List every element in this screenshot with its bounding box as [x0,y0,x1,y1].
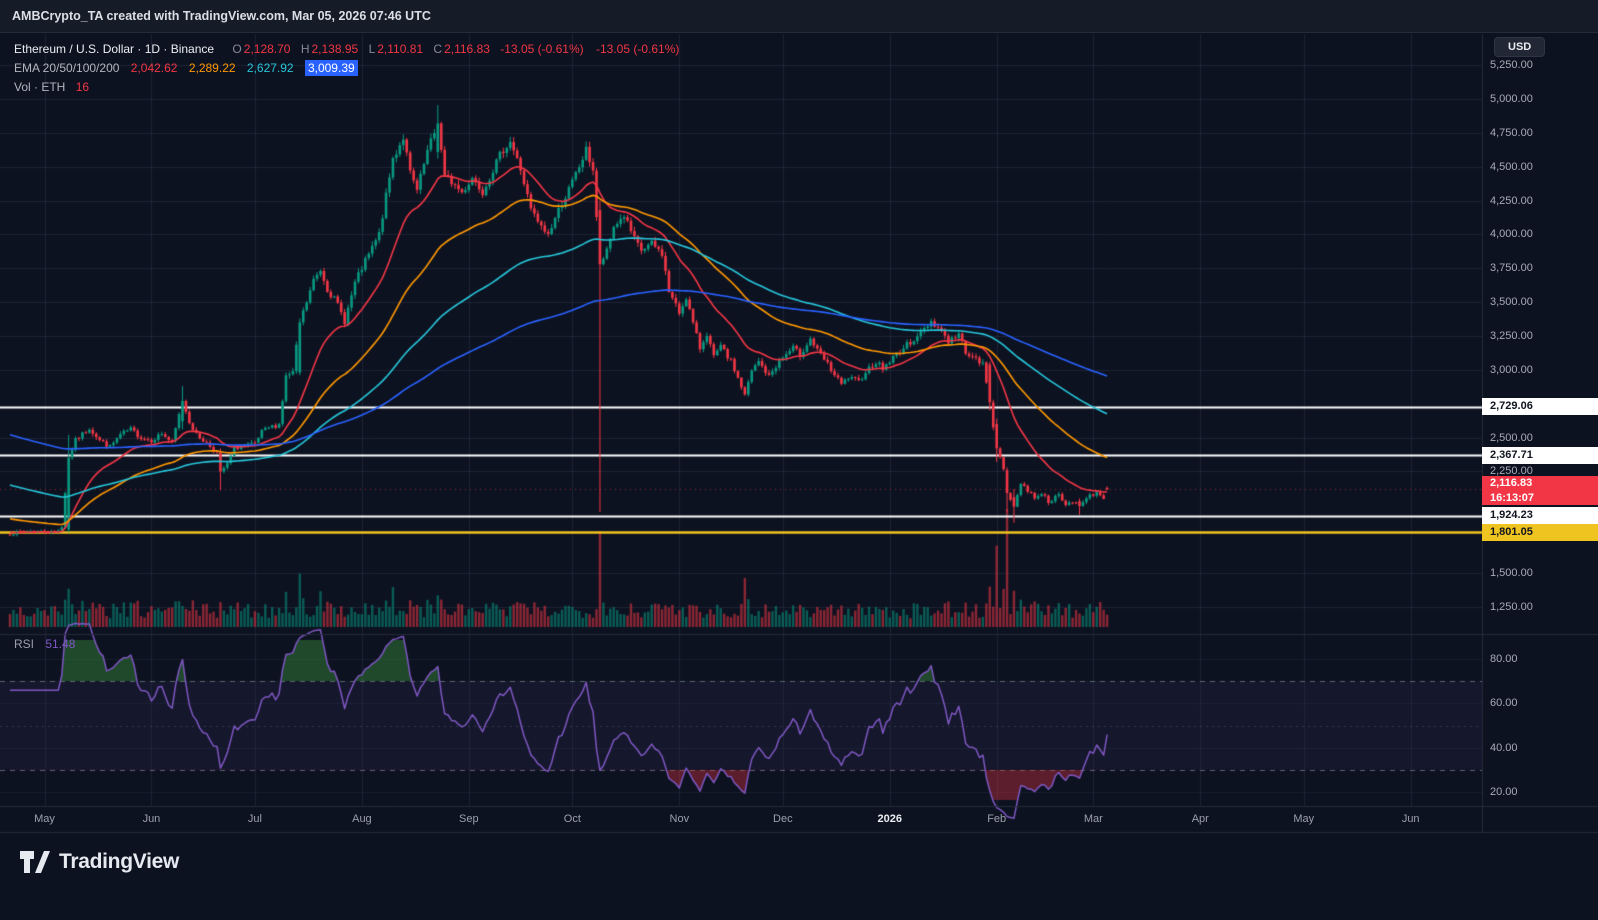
current-price-label: 2,116.83 16:13:07 [1482,476,1598,506]
close-value: 2,116.83 [444,42,490,56]
change-value-secondary: -13.05 (-0.61%) [595,42,680,56]
change-value: -13.05 (-0.61%) [500,42,584,56]
price-tick: 3,500.00 [1490,296,1533,309]
open-label: O [232,42,242,56]
time-axis-label: May [34,813,55,825]
rsi-legend-row[interactable]: RSI 51.48 [14,637,75,651]
time-axis-label: Jun [142,813,161,825]
time-axis-label: Oct [563,813,581,825]
rsi-label: RSI [14,637,35,651]
vol-value: 16 [75,80,90,94]
tradingview-logo-icon [20,851,50,873]
ema200-value: 3,009.39 [304,60,358,76]
price-tick: 2,250.00 [1490,465,1533,478]
price-tick: 4,750.00 [1490,126,1533,139]
rsi-tick: 80.00 [1490,653,1518,665]
time-axis-label: Jun [1401,813,1420,825]
price-tick: 3,250.00 [1490,330,1533,342]
ema50-value: 2,289.22 [188,61,236,75]
current-price-value: 2,116.83 [1490,477,1533,490]
open-value: 2,128.70 [243,42,291,56]
time-axis-label: Sep [459,813,479,825]
price-scale[interactable]: 5,250.00 5,000.00 4,750.00 4,500.00 4,250.00… [1482,34,1598,832]
ema-label: EMA 20/50/100/200 [14,61,120,75]
price-level-label: 1,924.23 [1482,507,1598,524]
price-tick: 1,250.00 [1490,600,1533,613]
price-level-label: 2,367.71 [1482,446,1598,464]
price-level-label: 2,729.06 [1482,398,1598,416]
ema20-value: 2,042.62 [130,61,178,75]
time-axis-label: Apr [1191,813,1209,825]
ema-legend-row[interactable]: EMA 20/50/100/200 2,042.62 2,289.22 2,62… [14,59,679,78]
time-axis-label: 2026 [877,813,902,825]
time-axis-label: May [1293,813,1315,825]
time-axis-label: Aug [352,813,372,825]
price-tick: 1,500.00 [1490,566,1533,579]
attribution-bar: AMBCrypto_TA created with TradingView.co… [0,0,1598,33]
price-tick: 4,000.00 [1490,228,1533,241]
rsi-tick: 20.00 [1490,786,1518,798]
rsi-tick: 40.00 [1490,741,1518,754]
price-tick: 4,250.00 [1490,194,1533,207]
price-tick: 3,000.00 [1490,363,1533,376]
price-tick: 4,500.00 [1490,160,1533,173]
price-tick: 3,750.00 [1490,262,1533,275]
close-label: C [433,42,443,56]
time-axis-label: Nov [669,813,690,825]
symbol-title[interactable]: Ethereum / U.S. Dollar · 1D · Binance [14,42,215,56]
bar-countdown: 16:13:07 [1490,491,1535,504]
rsi-tick: 60.00 [1490,697,1518,710]
price-tick: 5,250.00 [1490,59,1533,72]
ema100-value: 2,627.92 [246,61,294,75]
time-scale[interactable]: May Jun Jul Aug Sep Oct Nov Dec 2026 Feb Mar Apr May… [0,807,1598,832]
tradingview-watermark[interactable]: TradingView [20,849,179,875]
tradingview-wordmark: TradingView [59,850,180,873]
time-axis-label: Mar [1083,813,1103,825]
volume-legend-row[interactable]: Vol · ETH 16 [14,78,679,97]
time-axis-label: Dec [773,813,793,825]
low-label: L [368,42,376,56]
high-value: 2,138.95 [311,42,359,56]
price-tick: 5,000.00 [1490,93,1533,106]
low-value: 2,110.81 [377,42,424,56]
price-level-label: 1,801.05 [1482,523,1598,541]
volume-label: Vol · ETH [14,80,66,94]
price-tick: 2,500.00 [1490,431,1533,444]
high-label: H [300,42,310,56]
rsi-value: 51.48 [45,637,76,651]
currency-toggle-button[interactable]: USD [1494,37,1546,57]
time-axis-label: Feb [987,813,1007,825]
attribution-text: AMBCrypto_TA created with TradingView.co… [12,9,431,23]
time-axis-label: Jul [247,813,262,825]
